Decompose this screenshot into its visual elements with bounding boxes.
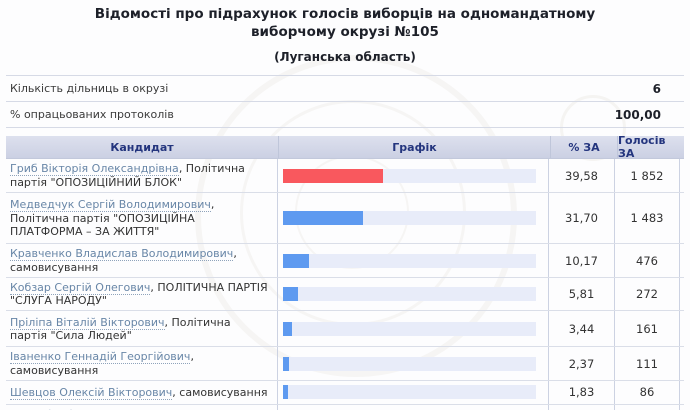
percent-value: 5,81 (549, 278, 615, 311)
candidate-row: Кравченко Владислав Володимирович, самов… (6, 244, 684, 279)
chart-cell (278, 159, 549, 193)
candidate-affiliation: , Політична партія "Сила Людей" (10, 315, 231, 342)
summary-row: % опрацьованих протоколів 100,00 (6, 102, 684, 129)
candidate-affiliation: , самовисування (10, 350, 194, 377)
results-table: Кандидат Графік % ЗА Голосів ЗА Гриб Вік… (6, 134, 684, 410)
candidate-text: Шевцов Олексій Вікторович, самовисування (10, 385, 268, 400)
candidate-cell: Кравченко Владислав Володимирович, самов… (6, 244, 278, 278)
candidate-cell: Шевцов Олексій Вікторович, самовисування (6, 380, 278, 404)
results-table-header: Кандидат Графік % ЗА Голосів ЗА (6, 134, 684, 161)
candidate-cell: Медведчук Сергій Володимирович, Політичн… (6, 193, 278, 244)
candidate-row: Гриб Вікторія Олександрівна, Політична п… (6, 159, 684, 194)
percent-value: 2,37 (549, 347, 615, 380)
votes-value: 111 (615, 347, 680, 380)
candidate-cell: Пріліпа Віталій Вікторович, Політична па… (6, 311, 278, 347)
vote-bar (283, 321, 292, 336)
vote-bar (283, 211, 364, 226)
percent-value: 3,44 (549, 311, 615, 347)
vote-bar-track (283, 168, 536, 183)
summary-value: 6 (652, 81, 661, 96)
chart-cell (278, 244, 549, 278)
votes-value: 1 852 (615, 159, 680, 193)
column-header-candidate: Кандидат (6, 136, 279, 159)
candidate-text: Кравченко Владислав Володимирович, самов… (10, 247, 269, 274)
percent-value: 31,70 (549, 193, 615, 244)
vote-bar-track (283, 287, 536, 302)
candidate-affiliation: , самовисування (172, 385, 268, 399)
candidate-affiliation: , ПОЛІТИЧНА ПАРТІЯ "СЛУГА НАРОДУ" (10, 281, 268, 308)
votes-value: 272 (615, 278, 680, 311)
candidate-link[interactable]: Іваненко Геннадій Георгійович (10, 350, 191, 365)
candidate-row: Шевцов Олексій Вікторович, самовисування… (6, 380, 684, 405)
candidate-link[interactable]: Шевцов Олексій Вікторович (10, 385, 173, 400)
votes-value: 161 (615, 311, 680, 347)
summary-row: Кількість дільниць в окрузі 6 (6, 76, 684, 103)
candidate-row: Пріліпа Віталій Вікторович, Політична па… (6, 311, 684, 348)
candidate-link[interactable]: Гриб Вікторія Олександрівна (10, 162, 179, 177)
chart-cell (278, 347, 549, 380)
votes-value: 1 483 (615, 193, 680, 244)
percent-value: 10,17 (549, 244, 615, 278)
votes-value: 476 (615, 244, 680, 278)
vote-bar-track (283, 385, 536, 400)
candidate-text: Жувакін Віктор Олександрович, самовисува… (10, 407, 269, 410)
votes-value: 86 (615, 380, 680, 404)
page-subtitle: (Луганська область) (274, 50, 416, 65)
summary-label: Кількість дільниць в окрузі (10, 82, 169, 96)
summary-value: 100,00 (614, 107, 661, 122)
candidate-cell: Гриб Вікторія Олександрівна, Політична п… (6, 159, 278, 193)
candidate-row: Кобзар Сергій Олегович, ПОЛІТИЧНА ПАРТІЯ… (6, 278, 684, 312)
vote-bar (283, 253, 309, 268)
chart-cell (278, 193, 549, 244)
candidate-link[interactable]: Пріліпа Віталій Вікторович (10, 315, 165, 330)
column-header-chart: Графік (279, 136, 551, 159)
page-title: Відомості про підрахунок голосів виборці… (94, 6, 596, 40)
candidate-text: Кобзар Сергій Олегович, ПОЛІТИЧНА ПАРТІЯ… (10, 281, 269, 307)
column-header-votes: Голосів ЗА (618, 134, 666, 161)
vote-bar (283, 385, 288, 400)
vote-bar-track (283, 211, 536, 226)
vote-bar (283, 356, 289, 371)
vote-bar-track (283, 321, 536, 336)
vote-bar (283, 168, 384, 183)
summary-label: % опрацьованих протоколів (10, 108, 174, 122)
candidate-row: Медведчук Сергій Володимирович, Політичн… (6, 193, 684, 245)
candidate-affiliation: , самовисування (10, 247, 237, 274)
chart-cell (278, 404, 549, 410)
percent-value: 1,73 (549, 404, 615, 410)
vote-bar-track (283, 253, 536, 268)
candidate-affiliation: , Політична партія "ОПОЗИЦІЙНИЙ БЛОК" (10, 162, 245, 189)
vote-bar-track (283, 356, 536, 371)
candidate-link[interactable]: Кобзар Сергій Олегович (10, 281, 151, 296)
results-table-body: Гриб Вікторія Олександрівна, Політична п… (6, 159, 684, 410)
candidate-link[interactable]: Жувакін Віктор Олександрович (10, 407, 194, 410)
vote-bar (283, 287, 298, 302)
candidate-affiliation: , Політична партія "ОПОЗИЦІЙНА ПЛАТФОРМА… (10, 198, 215, 238)
candidate-cell: Кобзар Сергій Олегович, ПОЛІТИЧНА ПАРТІЯ… (6, 278, 278, 311)
chart-cell (278, 311, 549, 347)
candidate-link[interactable]: Медведчук Сергій Володимирович (10, 198, 211, 213)
candidate-row: Іваненко Геннадій Георгійович, самовисув… (6, 347, 684, 381)
candidate-row: Жувакін Віктор Олександрович, самовисува… (6, 404, 684, 410)
candidate-text: Пріліпа Віталій Вікторович, Політична па… (10, 315, 269, 342)
candidate-text: Медведчук Сергій Володимирович, Політичн… (10, 198, 269, 238)
candidate-cell: Жувакін Віктор Олександрович, самовисува… (6, 404, 278, 410)
votes-value: 81 (615, 404, 680, 410)
candidate-link[interactable]: Кравченко Владислав Володимирович (10, 247, 234, 262)
candidate-text: Гриб Вікторія Олександрівна, Політична п… (10, 162, 269, 189)
chart-cell (278, 278, 549, 311)
percent-value: 39,58 (549, 159, 615, 193)
chart-cell (278, 380, 549, 404)
column-header-percent: % ЗА (551, 136, 618, 159)
candidate-affiliation: , самовисування (10, 408, 197, 410)
summary-table: Кількість дільниць в окрузі 6 % опрацьов… (6, 75, 684, 129)
candidate-cell: Іваненко Геннадій Георгійович, самовисув… (6, 347, 278, 380)
percent-value: 1,83 (549, 380, 615, 404)
candidate-text: Іваненко Геннадій Георгійович, самовисув… (10, 350, 269, 377)
